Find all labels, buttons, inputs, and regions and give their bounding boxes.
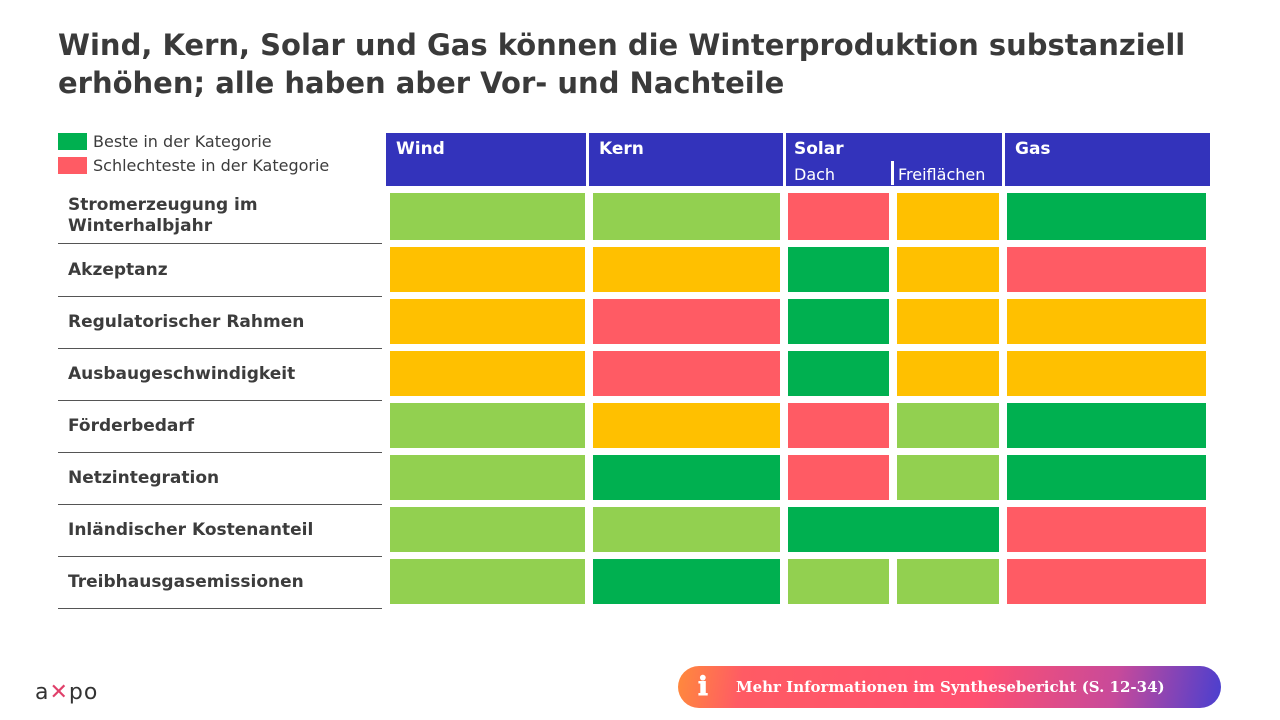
rating-cell-solar-frei [897,247,999,292]
rating-cell-gas [1007,403,1206,448]
header-gas: Gas [1005,133,1210,186]
more-info-label: Mehr Informationen im Synthesebericht (S… [736,678,1165,696]
page-title: Wind, Kern, Solar und Gas können die Win… [58,28,1186,100]
solar-divider [891,161,894,185]
row-label: Inländischer Kostenanteil [58,505,382,557]
rating-cell-kern [593,455,780,500]
legend-worst: Schlechteste in der Kategorie [58,156,329,175]
rating-cell-solar-dach [788,193,889,240]
rating-cell-gas [1007,299,1206,344]
rating-cell-solar-frei [897,299,999,344]
rating-cell-solar-dach [788,455,889,500]
rating-cell-solar-frei [897,455,999,500]
rating-cell-gas [1007,559,1206,604]
row-label: Regulatorischer Rahmen [58,297,382,349]
legend-best-label: Beste in der Kategorie [93,132,272,151]
row-label: Netzintegration [58,453,382,505]
rating-cell-kern [593,351,780,396]
rating-cell-solar-dach [788,559,889,604]
rating-cell-wind [390,193,585,240]
rating-cell-solar-dach [788,351,889,396]
rating-cell-solar-dach [788,403,889,448]
best-swatch [58,133,87,150]
rating-cell-wind [390,351,585,396]
header-solar: Solar Dach Freiflächen [786,133,1002,186]
legend-worst-label: Schlechteste in der Kategorie [93,156,330,175]
rating-cell-gas [1007,351,1206,396]
header-solar-dach: Dach [794,165,836,184]
rating-cell-wind [390,299,585,344]
rating-cell-wind [390,247,585,292]
row-label: Förderbedarf [58,401,382,453]
row-label: Stromerzeugung im Winterhalbjahr [58,188,382,244]
rating-cell-wind [390,403,585,448]
rating-cell-kern [593,193,780,240]
header-gas-label: Gas [1015,139,1051,159]
rating-cell-solar-frei [897,351,999,396]
row-label: Treibhausgasemissionen [58,557,382,609]
header-wind-label: Wind [396,139,445,159]
rating-cell-gas [1007,507,1206,552]
rating-cell-kern [593,559,780,604]
rating-cell-gas [1007,247,1206,292]
rating-cell-gas [1007,193,1206,240]
rating-cell-kern [593,507,780,552]
rating-cell-kern [593,403,780,448]
row-label: Ausbaugeschwindigkeit [58,349,382,401]
rating-cell-wind [390,559,585,604]
header-wind: Wind [386,133,586,186]
worst-swatch [58,157,87,174]
header-kern: Kern [589,133,783,186]
header-kern-label: Kern [599,139,644,159]
rating-cell-solar-frei [897,559,999,604]
more-info-button[interactable]: ℹ Mehr Informationen im Synthesebericht (… [678,666,1221,708]
rating-cell-wind [390,455,585,500]
header-solar-label: Solar [794,139,844,159]
row-label: Akzeptanz [58,244,382,297]
rating-cell-kern [593,299,780,344]
header-solar-frei: Freiflächen [898,165,986,184]
rating-cell-solar-dach [788,507,999,552]
rating-cell-solar-dach [788,299,889,344]
rating-cell-solar-dach [788,247,889,292]
rating-cell-solar-frei [897,193,999,240]
rating-cell-solar-frei [897,403,999,448]
axpo-logo: a✕po [35,680,99,705]
rating-cell-kern [593,247,780,292]
legend-best: Beste in der Kategorie [58,132,272,151]
rating-cell-gas [1007,455,1206,500]
info-icon: ℹ [698,672,708,702]
rating-cell-wind [390,507,585,552]
